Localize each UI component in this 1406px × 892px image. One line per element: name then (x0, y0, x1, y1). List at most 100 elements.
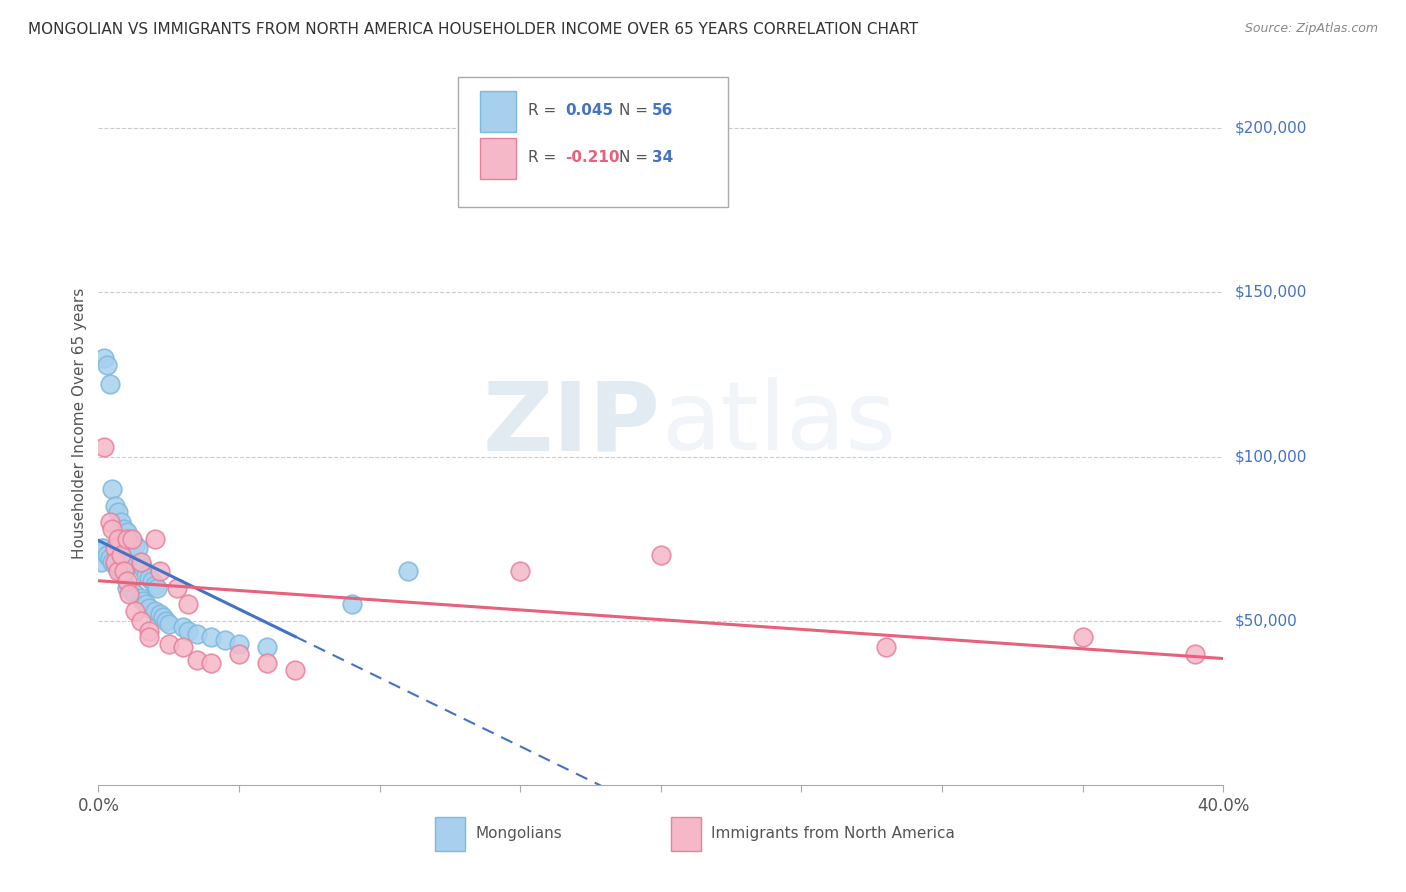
Point (509, 565, 531, 579)
Point (132, 594, 155, 608)
Point (172, 620, 194, 634)
Text: $150,000: $150,000 (1234, 285, 1306, 300)
FancyBboxPatch shape (671, 817, 702, 851)
Text: 56: 56 (652, 103, 673, 119)
FancyBboxPatch shape (458, 77, 728, 207)
Point (177, 624, 200, 638)
Point (104, 555, 127, 569)
Point (200, 630, 222, 644)
Text: ZIP: ZIP (482, 377, 661, 470)
Point (138, 630, 160, 644)
Point (155, 614, 177, 628)
Point (157, 617, 180, 632)
Point (143, 604, 166, 618)
Point (121, 584, 143, 599)
Point (107, 565, 129, 579)
Point (107, 505, 129, 519)
Text: N =: N = (619, 103, 652, 119)
Point (124, 538, 146, 552)
Point (143, 577, 166, 591)
Point (127, 541, 149, 556)
Point (96, 358, 118, 372)
Point (396, 565, 419, 579)
Point (101, 522, 124, 536)
Point (129, 614, 152, 628)
Point (143, 532, 166, 546)
Point (214, 633, 236, 648)
Point (186, 653, 208, 667)
Text: $200,000: $200,000 (1234, 120, 1306, 136)
Text: -0.210: -0.210 (565, 151, 620, 165)
Point (228, 647, 250, 661)
Point (146, 581, 169, 595)
FancyBboxPatch shape (479, 137, 516, 178)
Point (101, 555, 124, 569)
Text: 34: 34 (652, 151, 673, 165)
Point (172, 640, 194, 654)
Point (186, 627, 208, 641)
Point (112, 565, 135, 579)
FancyBboxPatch shape (434, 817, 465, 851)
Text: R =: R = (529, 103, 561, 119)
Point (98, 515, 121, 529)
Point (1071, 630, 1094, 644)
Point (115, 574, 138, 589)
Point (149, 607, 172, 622)
Text: atlas: atlas (661, 377, 896, 470)
Text: MONGOLIAN VS IMMIGRANTS FROM NORTH AMERICA HOUSEHOLDER INCOME OVER 65 YEARS CORR: MONGOLIAN VS IMMIGRANTS FROM NORTH AMERI… (28, 22, 918, 37)
Point (110, 532, 132, 546)
Y-axis label: Householder Income Over 65 years: Householder Income Over 65 years (72, 288, 87, 559)
Point (124, 587, 146, 601)
Point (112, 522, 135, 536)
Point (118, 532, 141, 546)
Point (115, 545, 138, 559)
Text: Immigrants from North America: Immigrants from North America (711, 826, 955, 841)
Point (115, 538, 138, 552)
Point (256, 640, 278, 654)
Point (228, 637, 250, 651)
Point (93, 351, 115, 365)
Point (104, 558, 127, 572)
Point (124, 604, 146, 618)
Point (138, 600, 160, 615)
Point (166, 581, 188, 595)
Point (200, 657, 222, 671)
Text: 0.045: 0.045 (565, 103, 613, 119)
Point (1184, 647, 1206, 661)
Point (101, 483, 124, 497)
Point (110, 548, 132, 562)
Point (129, 591, 152, 605)
Text: N =: N = (619, 151, 652, 165)
Point (104, 499, 127, 513)
Point (129, 555, 152, 569)
Point (110, 565, 132, 579)
Point (650, 548, 672, 562)
Point (118, 587, 141, 601)
Text: Mongolians: Mongolians (475, 826, 562, 841)
Point (177, 598, 200, 612)
Point (90, 541, 112, 556)
Point (96, 548, 118, 562)
Point (104, 541, 127, 556)
Point (875, 640, 897, 654)
Text: R =: R = (529, 151, 561, 165)
Point (115, 581, 138, 595)
Point (135, 598, 157, 612)
Point (340, 598, 363, 612)
Point (138, 624, 160, 638)
Point (110, 515, 132, 529)
Point (112, 567, 135, 582)
Point (132, 561, 155, 575)
Point (256, 657, 278, 671)
Text: $100,000: $100,000 (1234, 449, 1306, 464)
Point (90, 555, 112, 569)
Point (121, 555, 143, 569)
Point (157, 637, 180, 651)
FancyBboxPatch shape (479, 91, 516, 132)
Point (107, 561, 129, 575)
Point (149, 565, 172, 579)
Point (115, 524, 138, 539)
Text: $50,000: $50,000 (1234, 614, 1298, 628)
Point (112, 535, 135, 549)
Point (93, 440, 115, 454)
